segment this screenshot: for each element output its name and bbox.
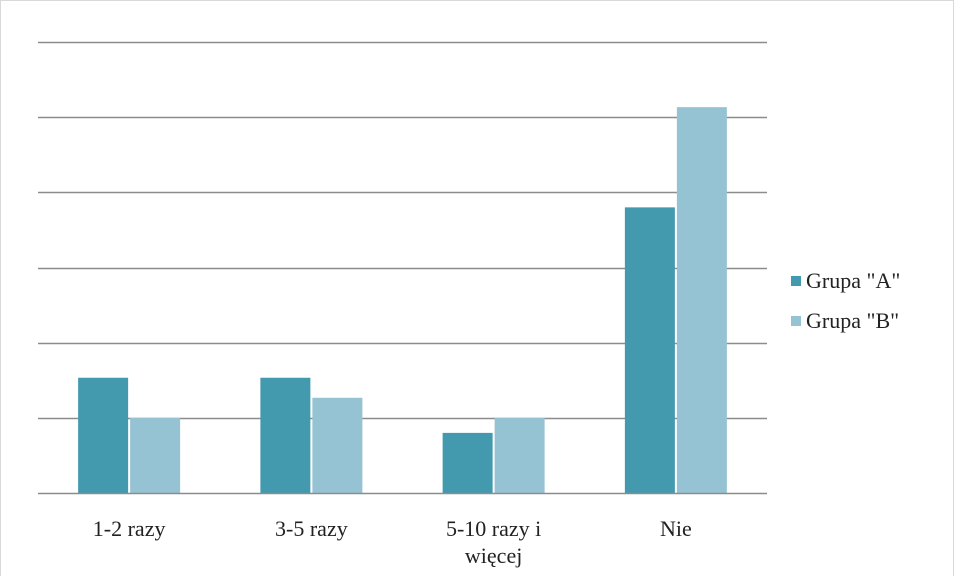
legend-swatch-grupa-a bbox=[791, 276, 801, 286]
legend-label-grupa-b: Grupa "B" bbox=[806, 308, 899, 334]
bar-series-2-category-3 bbox=[495, 418, 545, 493]
category-label: 3-5 razy bbox=[241, 515, 381, 542]
bar-series-1-category-4 bbox=[625, 207, 675, 493]
bar-series-2-category-1 bbox=[130, 418, 180, 493]
category-label: 5-10 razy i więcej bbox=[424, 515, 564, 569]
legend-swatch-grupa-b bbox=[791, 316, 801, 326]
legend: Grupa "A" Grupa "B" bbox=[791, 266, 900, 346]
bar-series-2-category-4 bbox=[677, 107, 727, 493]
legend-label-grupa-a: Grupa "A" bbox=[806, 268, 900, 294]
category-label-line: więcej bbox=[424, 542, 564, 569]
bar-series-1-category-3 bbox=[443, 433, 493, 493]
legend-item-grupa-b: Grupa "B" bbox=[791, 306, 900, 335]
bar-series-1-category-1 bbox=[78, 378, 128, 493]
category-label-line: 3-5 razy bbox=[241, 515, 381, 542]
category-label: 1-2 razy bbox=[59, 515, 199, 542]
category-label-line: Nie bbox=[606, 515, 746, 542]
bar-series-1-category-2 bbox=[260, 378, 310, 493]
bar-series-2-category-2 bbox=[312, 398, 362, 493]
category-label-line: 5-10 razy i bbox=[424, 515, 564, 542]
legend-item-grupa-a: Grupa "A" bbox=[791, 266, 900, 295]
category-label-line: 1-2 razy bbox=[59, 515, 199, 542]
category-label: Nie bbox=[606, 515, 746, 542]
